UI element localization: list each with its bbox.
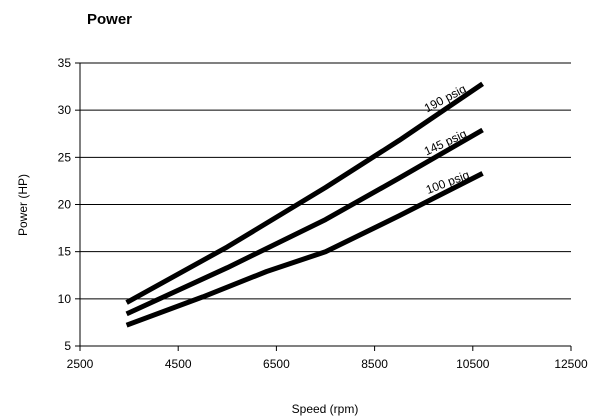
series-lines <box>125 81 485 328</box>
axes <box>79 63 571 347</box>
x-tick-label: 10500 <box>456 357 490 371</box>
chart-title: Power <box>87 11 132 28</box>
y-tick-label: 5 <box>64 339 71 353</box>
x-tick-label: 4500 <box>165 357 192 371</box>
x-tick-label: 6500 <box>263 357 290 371</box>
y-axis-ticks: 5 10 15 20 25 30 35 <box>58 56 80 353</box>
gridlines <box>80 62 571 300</box>
x-axis-ticks: 2500 4500 6500 8500 10500 12500 <box>67 346 588 371</box>
y-tick-label: 25 <box>58 150 72 164</box>
series-line-190-psig <box>125 81 485 305</box>
y-tick-label: 20 <box>58 198 72 212</box>
y-tick-label: 30 <box>58 103 72 117</box>
y-tick-label: 35 <box>58 56 72 70</box>
y-tick-label: 10 <box>58 292 72 306</box>
x-tick-label: 8500 <box>361 357 388 371</box>
x-axis-label: Speed (rpm) <box>292 402 359 416</box>
series-line-145-psig <box>125 127 484 317</box>
series-line-100-psig <box>125 171 484 328</box>
y-axis-label: Power (HP) <box>16 174 30 236</box>
y-tick-label: 15 <box>58 245 72 259</box>
x-tick-label: 2500 <box>67 357 94 371</box>
x-tick-label: 12500 <box>554 357 588 371</box>
